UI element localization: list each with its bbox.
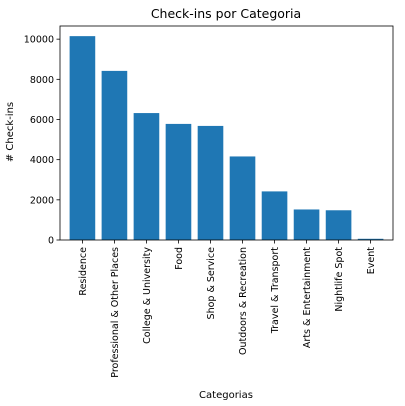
x-tick-label: Nightlife Spot [334, 247, 345, 312]
bar-9 [357, 238, 384, 240]
y-axis-label: # Check-ins [5, 102, 16, 162]
bar-6 [261, 191, 288, 240]
bar-5 [229, 156, 256, 240]
x-tick-label: College & University [142, 247, 153, 344]
x-tick-label: Arts & Entertainment [302, 247, 313, 348]
y-tick-label: 4000 [30, 155, 54, 166]
y-tick-label: 2000 [30, 195, 54, 206]
bar-4 [197, 125, 224, 240]
chart-title: Check-ins por Categoria [151, 6, 301, 21]
bar-1 [101, 70, 128, 240]
y-tick-label: 8000 [30, 75, 54, 86]
x-tick-label: Professional & Other Places [110, 247, 121, 378]
bar-8 [325, 210, 352, 240]
x-tick-label: Shop & Service [206, 247, 217, 320]
axes-frame [59, 25, 394, 241]
plot-area: 0 2000 4000 6000 8000 10000 Residence Professio… [24, 25, 394, 378]
bar-0 [69, 36, 96, 240]
bar-3 [165, 123, 192, 240]
bar-2 [133, 113, 160, 240]
x-tick-label: Travel & Transport [270, 247, 281, 335]
x-tick-label: Event [366, 247, 377, 274]
y-tick-label: 0 [48, 236, 54, 247]
x-axis-label: Categorias [199, 390, 253, 401]
x-tick-label: Food [174, 247, 185, 270]
bar-7 [293, 209, 320, 240]
x-tick-label: Outdoors & Recreation [238, 247, 249, 355]
y-tick-label: 10000 [24, 35, 54, 46]
y-tick-label: 6000 [30, 115, 54, 126]
x-tick-label: Residence [78, 247, 89, 296]
